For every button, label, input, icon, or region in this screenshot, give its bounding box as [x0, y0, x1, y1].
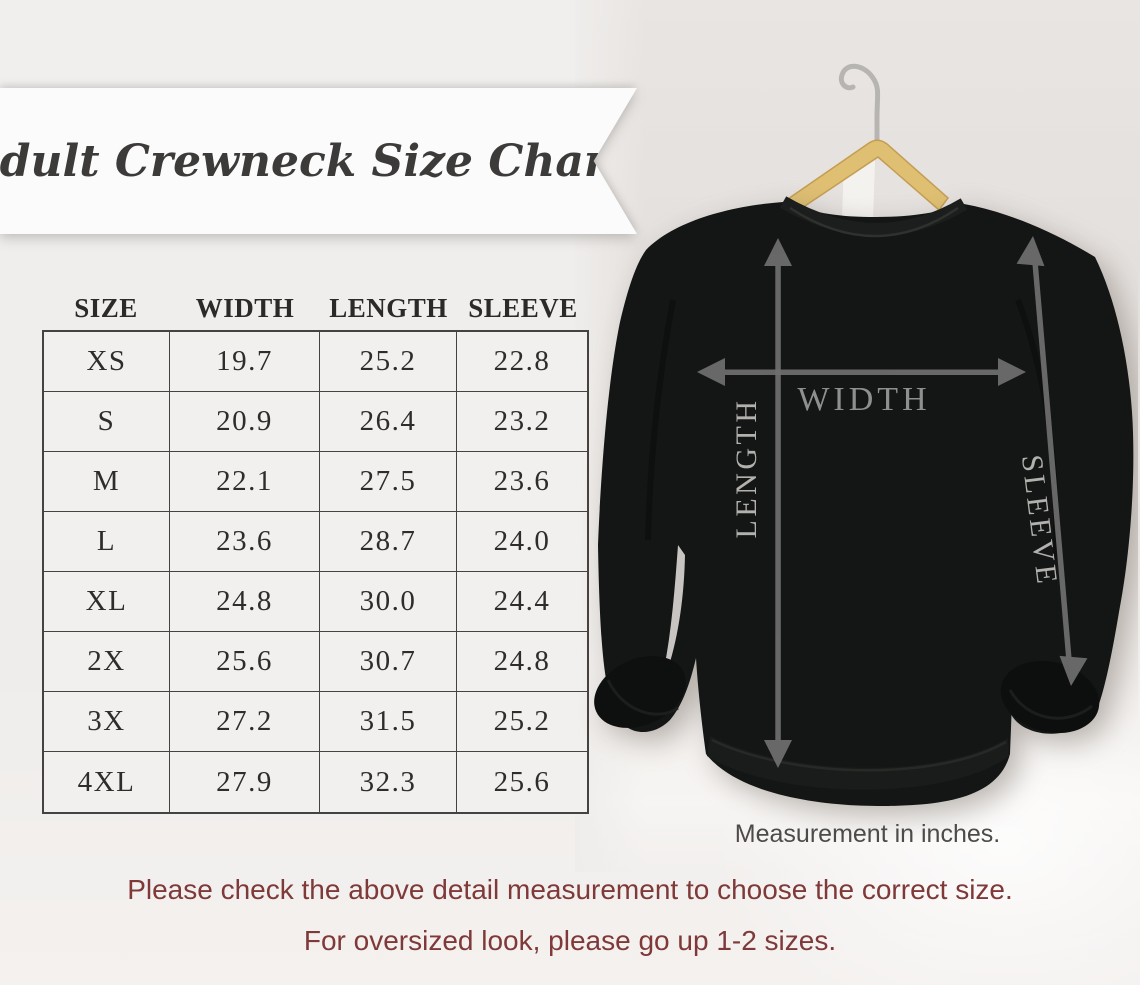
- length-arrow: [764, 238, 792, 768]
- table-cell: 3X: [44, 692, 170, 751]
- footer-note-line2: For oversized look, please go up 1-2 siz…: [303, 925, 837, 956]
- collar-highlight: [789, 206, 959, 238]
- title-ribbon-shape: Adult Crewneck Size Chart: [0, 88, 637, 234]
- title-ribbon: Adult Crewneck Size Chart: [0, 88, 637, 234]
- table-row: L 23.6 28.7 24.0: [44, 512, 587, 572]
- product-photo: WIDTH LENGTH SLEEVE: [594, 63, 1134, 806]
- sleeve-arrow: [1016, 236, 1088, 686]
- table-cell: 24.0: [493, 525, 551, 557]
- table-row: S 20.9 26.4 23.2: [44, 392, 587, 452]
- table-cell: 22.1: [170, 452, 320, 511]
- table-cell: 19.7: [170, 332, 320, 391]
- table-row: 3X 27.2 31.5 25.2: [44, 692, 587, 752]
- table-cell: 4XL: [44, 752, 170, 812]
- table-cell: 31.5: [320, 692, 457, 751]
- sleeve-body-gap: [658, 545, 685, 695]
- hem-ribbing: [707, 736, 1009, 790]
- table-cell: XS: [44, 332, 170, 391]
- table-cell: 32.3: [320, 752, 457, 812]
- left-cuff: [594, 656, 686, 728]
- size-chart-table: SIZE WIDTH LENGTH SLEEVE XS 19.7 25.2 22…: [42, 286, 589, 814]
- table-cell: L: [44, 512, 170, 571]
- left-cuff-highlight: [606, 679, 679, 716]
- right-cuff-highlight: [1008, 689, 1093, 720]
- table-cell: 30.7: [320, 632, 457, 691]
- page-title: Adult Crewneck Size Chart: [0, 135, 628, 187]
- width-arrow: [697, 358, 1026, 386]
- table-cell: 27.2: [170, 692, 320, 751]
- table-cell: 25.2: [320, 332, 457, 391]
- table-cell: 23.2: [493, 405, 551, 437]
- collar-band: [779, 196, 968, 236]
- table-body: XS 19.7 25.2 22.8 S 20.9 26.4 23.2 M 22.…: [42, 330, 589, 814]
- table-row: XL 24.8 30.0 24.4: [44, 572, 587, 632]
- table-cell: 27.9: [170, 752, 320, 812]
- table-cell: 25.2: [493, 705, 551, 737]
- hanger-hook-icon: [838, 63, 881, 151]
- table-cell: 25.6: [170, 632, 320, 691]
- table-cell: 24.8: [170, 572, 320, 631]
- table-row: XS 19.7 25.2 22.8: [44, 332, 587, 392]
- units-note: Measurement in inches.: [734, 820, 1001, 848]
- column-header: SLEEVE: [468, 292, 578, 323]
- table-cell: 28.7: [320, 512, 457, 571]
- table-cell: 22.8: [493, 345, 551, 377]
- table-cell: XL: [44, 572, 170, 631]
- sweatshirt-silhouette: [598, 202, 1134, 806]
- table-cell: M: [44, 452, 170, 511]
- width-measure-label: WIDTH: [797, 381, 930, 418]
- column-header: WIDTH: [195, 292, 295, 323]
- table-cell: 20.9: [170, 392, 320, 451]
- length-measure-label: LENGTH: [730, 398, 763, 539]
- table-cell: S: [44, 392, 170, 451]
- sweatshirt: [594, 196, 1134, 806]
- column-header: LENGTH: [329, 292, 448, 323]
- table-row: M 22.1 27.5 23.6: [44, 452, 587, 512]
- hem-seam: [711, 738, 1007, 772]
- table-cell: 26.4: [320, 392, 457, 451]
- table-row: 4XL 27.9 32.3 25.6: [44, 752, 587, 812]
- left-sleeve-crease: [645, 299, 676, 541]
- table-cell: 2X: [44, 632, 170, 691]
- table-cell: 25.6: [493, 765, 551, 798]
- table-cell: 23.6: [493, 465, 551, 497]
- table-cell: 30.0: [320, 572, 457, 631]
- table-cell: 24.8: [493, 645, 551, 677]
- table-cell: 24.4: [493, 585, 551, 617]
- table-cell: 23.6: [170, 512, 320, 571]
- table-header-row: SIZE WIDTH LENGTH SLEEVE: [42, 286, 589, 330]
- table-row: 2X 25.6 30.7 24.8: [44, 632, 587, 692]
- footer-note-line1: Please check the above detail measuremen…: [127, 874, 1013, 905]
- table-cell: 27.5: [320, 452, 457, 511]
- column-header: SIZE: [74, 292, 138, 323]
